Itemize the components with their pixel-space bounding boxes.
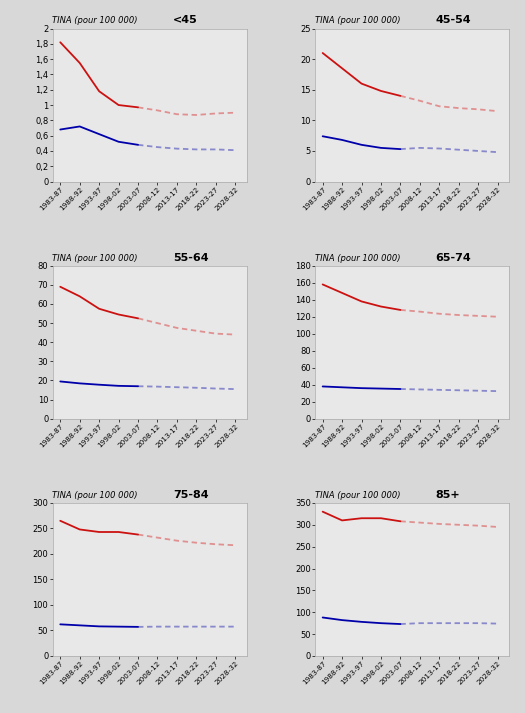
Text: 75-84: 75-84 bbox=[173, 490, 208, 500]
Text: 55-64: 55-64 bbox=[173, 252, 208, 262]
Text: TINA (pour 100 000): TINA (pour 100 000) bbox=[52, 16, 138, 26]
Text: TINA (pour 100 000): TINA (pour 100 000) bbox=[315, 254, 401, 262]
Text: TINA (pour 100 000): TINA (pour 100 000) bbox=[315, 16, 401, 26]
Text: 45-54: 45-54 bbox=[435, 16, 471, 26]
Text: TINA (pour 100 000): TINA (pour 100 000) bbox=[52, 491, 138, 500]
Text: TINA (pour 100 000): TINA (pour 100 000) bbox=[52, 254, 138, 262]
Text: TINA (pour 100 000): TINA (pour 100 000) bbox=[315, 491, 401, 500]
Text: 65-74: 65-74 bbox=[435, 252, 471, 262]
Text: <45: <45 bbox=[173, 16, 198, 26]
Text: 85+: 85+ bbox=[435, 490, 460, 500]
